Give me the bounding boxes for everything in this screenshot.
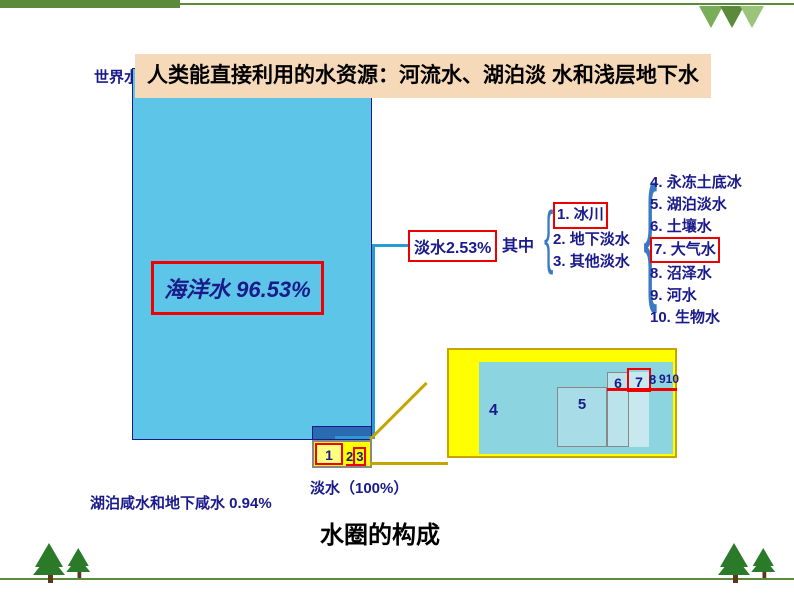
list-item: 8. 沼泽水 — [650, 263, 742, 285]
tree-icon — [720, 543, 774, 588]
list-item: 5. 湖泊淡水 — [650, 194, 742, 216]
freshwater-list-1: 1. 冰川 2. 地下淡水 3. 其他淡水 — [553, 202, 630, 274]
main-diagram: 海洋水 96.53% 1 23 — [132, 68, 372, 468]
list-item: 10. 生物水 — [650, 307, 742, 329]
list-item: 7. 大气水 — [650, 237, 742, 263]
brace-icon: { — [544, 196, 553, 276]
callout-line — [369, 382, 428, 441]
detail-redline — [607, 388, 677, 391]
detail-910: 910 — [659, 372, 679, 386]
sub-box-1: 1 — [315, 443, 343, 465]
qizhong-label: 其中 — [502, 232, 534, 256]
tree-icon — [35, 543, 89, 588]
top-border — [0, 0, 794, 8]
list-item: 4. 永冻土底冰 — [650, 172, 742, 194]
list-item: 3. 其他淡水 — [553, 251, 630, 274]
list-item: 1. 冰川 — [553, 202, 630, 229]
callout-line — [370, 462, 448, 465]
ocean-water-box: 海洋水 96.53% — [132, 68, 372, 440]
main-title: 水圈的构成 — [320, 515, 440, 550]
top-triangles — [707, 6, 764, 33]
highlight-title: 人类能直接利用的水资源：河流水、湖泊淡 水和浅层地下水 — [135, 54, 711, 98]
detail-8: 8 — [649, 372, 656, 387]
detail-4: 4 — [489, 402, 498, 420]
connector-line — [372, 244, 408, 247]
sub-box-3: 3 — [353, 447, 366, 466]
saline-label: 湖泊咸水和地下咸水 0.94% — [90, 492, 272, 513]
list-item: 6. 土壤水 — [650, 216, 742, 238]
ocean-label: 海洋水 96.53% — [151, 261, 324, 315]
triangle-icon — [740, 6, 764, 28]
connector-line — [372, 244, 375, 438]
list-item: 2. 地下淡水 — [553, 229, 630, 252]
detail-5: 5 — [557, 387, 607, 447]
bottom-border — [0, 561, 794, 596]
list-item: 9. 河水 — [650, 285, 742, 307]
freshwater-detail-box: 4 5 6 7 8 910 — [447, 348, 677, 458]
freshwater-list-2: 4. 永冻土底冰 5. 湖泊淡水 6. 土壤水 7. 大气水 8. 沼泽水 9.… — [650, 172, 742, 328]
sub-box-2: 2 — [346, 449, 353, 466]
freshwater-label: 淡水2.53% — [408, 230, 497, 262]
fresh-total-label: 淡水（100%） — [310, 477, 408, 498]
sub-box-23: 23 — [346, 447, 370, 465]
detail-6: 6 — [607, 372, 629, 447]
detail-inner: 4 5 6 7 8 910 — [479, 362, 673, 454]
